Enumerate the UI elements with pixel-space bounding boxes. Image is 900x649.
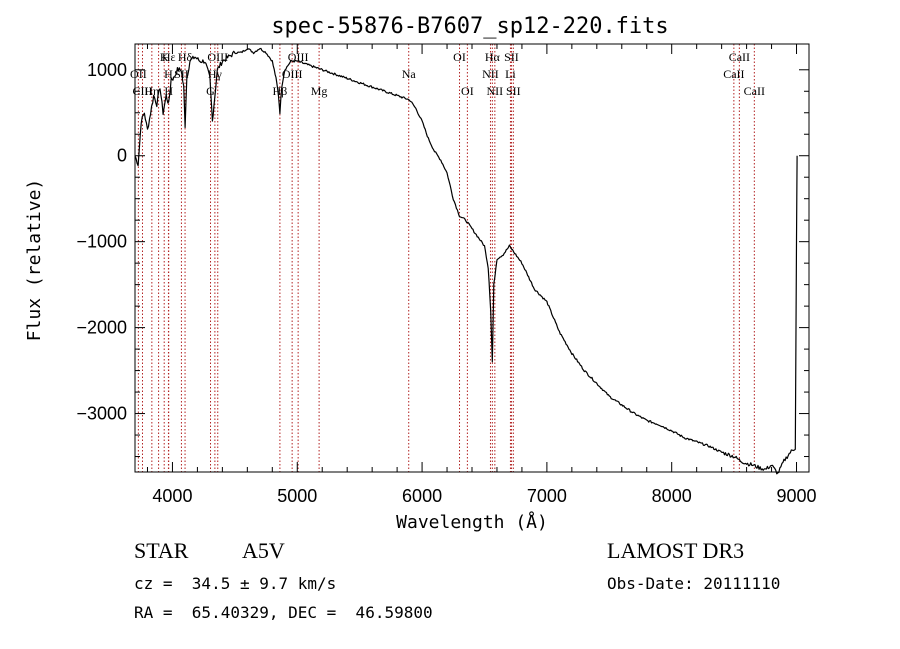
line-label: CaII bbox=[723, 67, 744, 81]
chart-title: spec-55876-B7607_sp12-220.fits bbox=[271, 14, 668, 39]
y-axis-ticks: −3000 −2000 −1000 0 1000 bbox=[76, 60, 809, 458]
line-label: Hβ bbox=[273, 84, 288, 98]
x-tick-label: 9000 bbox=[776, 486, 816, 506]
line-label: SII bbox=[504, 50, 519, 64]
line-label: Li bbox=[505, 67, 516, 81]
line-label: CaII bbox=[744, 84, 765, 98]
y-tick-label: 1000 bbox=[87, 60, 127, 80]
ra-dec: RA = 65.40329, DEC = 46.59800 bbox=[134, 603, 433, 622]
x-tick-label: 5000 bbox=[277, 486, 317, 506]
object-subclass: A5V bbox=[242, 538, 285, 563]
line-label: Mg bbox=[311, 84, 328, 98]
line-label: OII bbox=[130, 67, 147, 81]
plot-frame bbox=[134, 43, 810, 473]
line-label: OIII bbox=[282, 67, 303, 81]
object-class: STAR bbox=[134, 538, 189, 563]
x-tick-label: 7000 bbox=[527, 486, 567, 506]
line-label: OI bbox=[453, 50, 466, 64]
x-axis-ticks: 4000 5000 6000 7000 8000 9000 bbox=[146, 44, 817, 506]
y-tick-label: −3000 bbox=[76, 404, 127, 424]
x-tick-label: 4000 bbox=[152, 486, 192, 506]
y-tick-label: 0 bbox=[117, 146, 127, 166]
line-label: OIII bbox=[288, 50, 309, 64]
x-tick-label: 6000 bbox=[402, 486, 442, 506]
y-tick-label: −1000 bbox=[76, 232, 127, 252]
x-axis-label: Wavelength (Å) bbox=[396, 511, 548, 533]
line-label: Hη bbox=[144, 84, 159, 98]
redshift-cz: cz = 34.5 ± 9.7 km/s bbox=[134, 574, 337, 593]
y-tick-label: −2000 bbox=[76, 318, 127, 338]
line-label: NII bbox=[487, 84, 504, 98]
spectrum-line bbox=[134, 47, 798, 475]
line-label: H bbox=[164, 84, 173, 98]
line-label: OIII bbox=[207, 50, 228, 64]
line-label: CIII bbox=[132, 84, 152, 98]
line-label: H bbox=[164, 67, 173, 81]
line-label: Hα bbox=[485, 50, 501, 64]
line-label: CaII bbox=[729, 50, 750, 64]
line-label: Hγ bbox=[208, 67, 223, 81]
obs-date: Obs-Date: 20111110 bbox=[607, 574, 781, 593]
line-label: SII bbox=[506, 84, 521, 98]
line-label: K bbox=[160, 50, 169, 64]
emission-line-markers bbox=[137, 44, 755, 472]
line-label: NII bbox=[482, 67, 499, 81]
survey-name: LAMOST DR3 bbox=[607, 538, 745, 563]
y-axis-label: Flux (relative) bbox=[24, 179, 45, 342]
line-label: Hδ bbox=[178, 50, 193, 64]
x-tick-label: 8000 bbox=[652, 486, 692, 506]
line-label: Na bbox=[402, 67, 417, 81]
line-label: OI bbox=[461, 84, 474, 98]
